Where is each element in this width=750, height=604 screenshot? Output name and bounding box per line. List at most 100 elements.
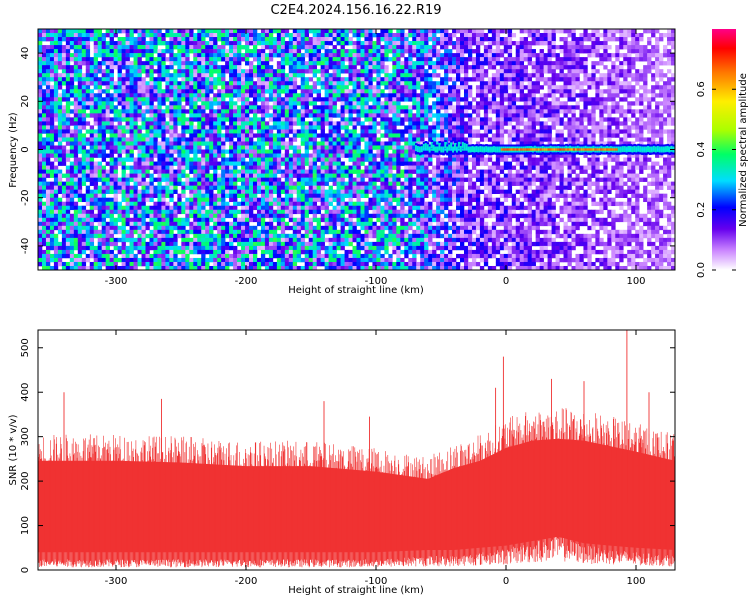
heatmap-cell bbox=[296, 221, 302, 227]
heatmap-cell bbox=[396, 169, 401, 174]
heatmap-cell bbox=[217, 77, 222, 82]
heatmap-cell bbox=[276, 169, 282, 174]
heatmap-cell bbox=[141, 201, 146, 207]
heatmap-cell bbox=[109, 237, 114, 243]
heatmap-cell bbox=[161, 69, 166, 74]
heatmap-cell bbox=[117, 117, 122, 122]
heatmap-cell bbox=[221, 181, 226, 186]
heatmap-cell bbox=[97, 113, 102, 118]
heatmap-cell bbox=[89, 229, 95, 235]
heatmap-cell bbox=[288, 69, 294, 74]
heatmap-cell bbox=[109, 109, 114, 114]
heatmap-cell bbox=[225, 157, 230, 162]
heatmap-cell bbox=[256, 257, 262, 263]
heatmap-cell bbox=[89, 101, 95, 106]
heatmap-cell bbox=[344, 29, 349, 34]
heatmap-cell bbox=[264, 229, 270, 235]
heatmap-cell bbox=[372, 193, 377, 198]
heatmap-cell bbox=[45, 261, 51, 267]
heatmap-cell bbox=[213, 237, 218, 243]
heatmap-cell bbox=[229, 189, 234, 194]
heatmap-cell bbox=[249, 205, 254, 211]
heatmap-cell bbox=[101, 193, 106, 198]
heatmap-cell bbox=[133, 137, 138, 142]
heatmap-cell bbox=[384, 185, 389, 190]
heatmap-cell bbox=[388, 125, 393, 130]
heatmap-cell bbox=[201, 53, 206, 58]
heatmap-cell bbox=[268, 177, 274, 182]
heatmap-cell bbox=[129, 109, 134, 114]
heatmap-cell bbox=[161, 241, 166, 247]
heatmap-cell bbox=[45, 205, 51, 211]
heatmap-cell bbox=[73, 217, 79, 223]
heatmap-cell bbox=[252, 45, 258, 50]
heatmap-cell bbox=[77, 29, 83, 34]
heatmap-cell bbox=[368, 157, 373, 162]
heatmap-cell bbox=[368, 165, 373, 170]
heatmap-cell bbox=[113, 229, 118, 235]
heatmap-cell bbox=[336, 57, 341, 62]
heatmap-cell bbox=[153, 257, 158, 263]
heatmap-cell bbox=[340, 189, 345, 194]
heatmap-cell bbox=[109, 229, 114, 235]
heatmap-cell bbox=[117, 153, 122, 158]
heatmap-cell bbox=[264, 81, 270, 86]
heatmap-cell bbox=[328, 153, 333, 158]
heatmap-cell bbox=[252, 113, 258, 118]
heatmap-cell bbox=[292, 241, 298, 247]
heatmap-cell bbox=[157, 221, 162, 227]
heatmap-cell bbox=[245, 117, 250, 122]
heatmap-cell bbox=[221, 109, 226, 114]
heatmap-cell bbox=[376, 217, 381, 223]
heatmap-cell bbox=[173, 173, 178, 178]
heatmap-cell bbox=[53, 125, 59, 130]
heatmap-cell bbox=[89, 197, 95, 203]
heatmap-cell bbox=[380, 49, 385, 54]
heatmap-cell bbox=[41, 177, 47, 182]
heatmap-cell bbox=[157, 85, 162, 90]
heatmap-cell bbox=[38, 197, 43, 203]
heatmap-cell bbox=[237, 161, 242, 166]
heatmap-cell bbox=[129, 101, 134, 106]
heatmap-cell bbox=[165, 193, 170, 198]
heatmap-cell bbox=[105, 241, 110, 247]
heatmap-cell bbox=[89, 109, 95, 114]
heatmap-cell bbox=[177, 169, 182, 174]
heatmap-cell bbox=[260, 233, 266, 239]
heatmap-cell bbox=[296, 121, 302, 126]
heatmap-cell bbox=[260, 225, 266, 231]
heatmap-cell bbox=[193, 225, 198, 231]
heatmap-cell bbox=[77, 113, 83, 118]
heatmap-cell bbox=[121, 245, 126, 251]
heatmap-cell bbox=[288, 257, 294, 263]
heatmap-cell bbox=[225, 257, 230, 263]
heatmap-cell bbox=[141, 109, 146, 114]
heatmap-cell bbox=[368, 217, 373, 223]
heatmap-cell bbox=[69, 69, 75, 74]
heatmap-cell bbox=[53, 217, 59, 223]
heatmap-cell bbox=[185, 161, 190, 166]
heatmap-cell bbox=[177, 257, 182, 263]
heatmap-cell bbox=[113, 189, 118, 194]
heatmap-cell bbox=[217, 241, 222, 247]
heatmap-cell bbox=[320, 205, 325, 211]
heatmap-cell bbox=[348, 265, 353, 270]
heatmap-cell bbox=[193, 249, 198, 255]
heatmap-cell bbox=[288, 213, 294, 219]
heatmap-cell bbox=[213, 85, 218, 90]
heatmap-cell bbox=[49, 245, 55, 251]
heatmap-cell bbox=[400, 117, 405, 122]
heatmap-cell bbox=[292, 73, 298, 78]
heatmap-cell bbox=[360, 265, 365, 270]
heatmap-cell bbox=[201, 93, 206, 98]
heatmap-cell bbox=[360, 29, 365, 34]
heatmap-cell bbox=[360, 69, 365, 74]
heatmap-cell bbox=[101, 245, 106, 251]
heatmap-cell bbox=[169, 29, 174, 34]
heatmap-cell bbox=[221, 229, 226, 235]
heatmap-cell bbox=[241, 81, 246, 86]
heatmap-cell bbox=[129, 249, 134, 255]
heatmap-cell bbox=[133, 141, 138, 146]
heatmap-cell bbox=[396, 189, 401, 194]
heatmap-cell bbox=[256, 37, 262, 42]
